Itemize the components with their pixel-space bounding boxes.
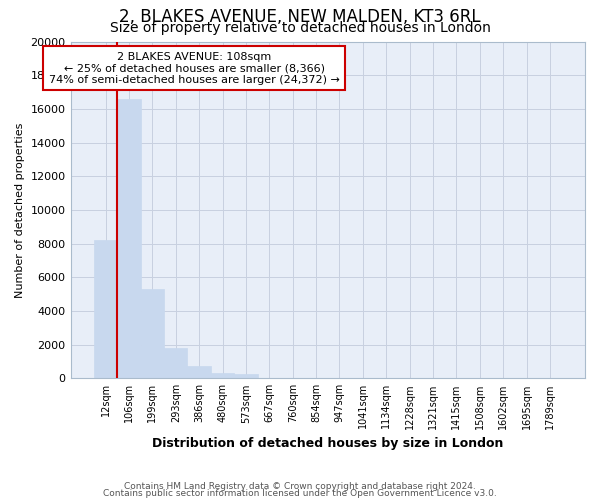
Text: Size of property relative to detached houses in London: Size of property relative to detached ho… bbox=[110, 21, 490, 35]
Bar bbox=[164, 348, 187, 378]
Bar bbox=[187, 366, 211, 378]
Text: Contains public sector information licensed under the Open Government Licence v3: Contains public sector information licen… bbox=[103, 489, 497, 498]
Y-axis label: Number of detached properties: Number of detached properties bbox=[15, 122, 25, 298]
Text: 2 BLAKES AVENUE: 108sqm  
← 25% of detached houses are smaller (8,366)
74% of se: 2 BLAKES AVENUE: 108sqm ← 25% of detache… bbox=[49, 52, 340, 85]
Bar bbox=[234, 374, 257, 378]
Bar bbox=[211, 374, 234, 378]
X-axis label: Distribution of detached houses by size in London: Distribution of detached houses by size … bbox=[152, 437, 503, 450]
Bar bbox=[140, 289, 164, 378]
Bar bbox=[118, 99, 140, 378]
Text: Contains HM Land Registry data © Crown copyright and database right 2024.: Contains HM Land Registry data © Crown c… bbox=[124, 482, 476, 491]
Text: 2, BLAKES AVENUE, NEW MALDEN, KT3 6RL: 2, BLAKES AVENUE, NEW MALDEN, KT3 6RL bbox=[119, 8, 481, 26]
Bar bbox=[94, 240, 118, 378]
